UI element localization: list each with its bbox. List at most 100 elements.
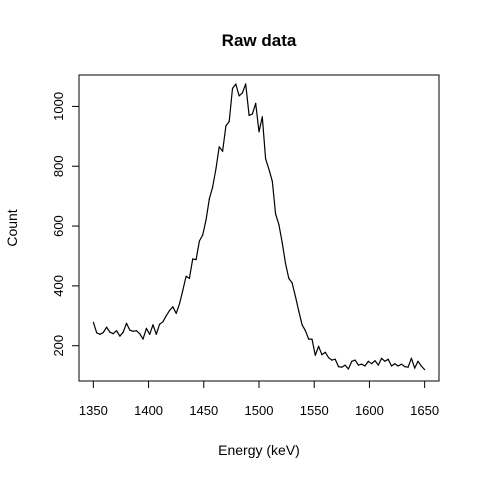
data-point (347, 368, 349, 370)
data-point (364, 365, 366, 367)
data-point (175, 312, 177, 314)
data-point (268, 168, 270, 170)
data-point (294, 295, 296, 297)
y-tick-label: 400 (51, 275, 66, 297)
x-axis: 1350 1400 1450 1500 1550 1600 1650 (79, 380, 439, 418)
data-point (265, 158, 267, 160)
data-point (334, 358, 336, 360)
data-point (404, 366, 406, 368)
data-point (311, 338, 313, 340)
data-point (387, 358, 389, 360)
data-point (377, 364, 379, 366)
data-point (132, 330, 134, 332)
data-point (241, 92, 243, 94)
data-point (119, 335, 121, 337)
data-point (301, 324, 303, 326)
data-point (271, 180, 273, 182)
data-points (92, 83, 426, 371)
data-point (397, 365, 399, 367)
data-point (165, 315, 167, 317)
data-point (321, 354, 323, 356)
data-point (188, 277, 190, 279)
data-point (92, 321, 94, 323)
data-point (341, 366, 343, 368)
data-point (371, 363, 373, 365)
data-point (122, 331, 124, 333)
data-point (361, 363, 363, 365)
data-point (192, 258, 194, 260)
data-point (225, 125, 227, 127)
data-point (115, 330, 118, 332)
data-point (125, 322, 128, 324)
data-point (135, 330, 137, 332)
data-point (381, 357, 383, 359)
data-point (288, 277, 290, 279)
data-point (384, 360, 386, 362)
y-tick-label: 800 (51, 155, 66, 177)
data-point (185, 275, 187, 277)
data-point (155, 333, 157, 335)
data-point (106, 326, 108, 328)
y-tick-label: 600 (51, 215, 66, 237)
data-point (374, 360, 376, 362)
data-point (251, 113, 253, 115)
x-tick-label: 1650 (410, 403, 439, 418)
data-point (258, 131, 260, 133)
data-point (400, 363, 403, 365)
data-point (357, 364, 359, 366)
y-tick-label: 200 (51, 335, 66, 357)
data-point (394, 363, 396, 365)
data-point (182, 289, 184, 291)
y-axis-label: Count (4, 209, 20, 246)
data-point (344, 364, 346, 366)
data-point (331, 359, 333, 361)
data-point (228, 120, 230, 122)
data-point (304, 330, 306, 332)
x-tick-label: 1500 (245, 403, 274, 418)
data-point (142, 338, 144, 340)
data-point (172, 306, 174, 308)
data-point (291, 282, 293, 284)
data-point (298, 310, 300, 312)
data-point (152, 324, 154, 326)
data-point (261, 116, 263, 118)
x-tick-label: 1400 (134, 403, 163, 418)
data-point (205, 219, 207, 221)
data-point (109, 331, 111, 333)
data-point (139, 333, 141, 335)
data-point (208, 198, 210, 200)
data-point (328, 357, 330, 359)
data-point (390, 365, 393, 367)
data-point (424, 369, 426, 371)
data-point (112, 333, 114, 335)
data-point (195, 259, 197, 261)
x-tick-label: 1600 (355, 403, 384, 418)
data-point (149, 333, 151, 335)
data-point (278, 224, 280, 226)
data-point (255, 102, 257, 104)
data-point (178, 303, 181, 305)
data-point (222, 150, 224, 152)
x-tick-label: 1550 (300, 403, 329, 418)
data-point (410, 357, 412, 359)
data-point (407, 366, 409, 368)
data-point (202, 234, 204, 236)
data-point (231, 87, 234, 90)
chart-title: Raw data (222, 31, 297, 50)
data-point (212, 186, 214, 188)
data-point (351, 360, 353, 362)
x-axis-label: Energy (keV) (218, 442, 300, 458)
data-point (248, 114, 250, 116)
plot-frame (78, 74, 440, 382)
data-point (162, 321, 164, 323)
data-point (238, 95, 240, 97)
data-point (159, 323, 161, 325)
x-tick-label: 1450 (189, 403, 218, 418)
data-point (102, 331, 104, 334)
data-point (218, 146, 220, 148)
data-point (235, 83, 237, 85)
series-line (92, 83, 426, 371)
data-point (420, 365, 422, 367)
data-point (245, 83, 247, 85)
